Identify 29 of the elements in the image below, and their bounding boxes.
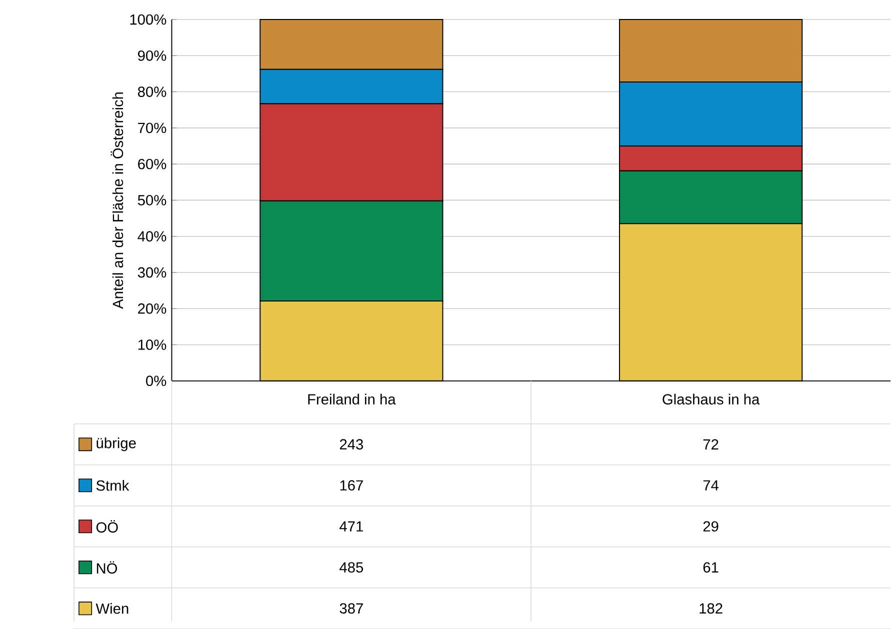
x-tick-label: Glashaus in ha [662, 394, 760, 404]
text: 182 [700, 603, 722, 614]
y-axis-title: Anteil an der Fläche in Österreich [110, 92, 124, 309]
legend-label: Stmk [96, 480, 130, 491]
text: 74 [703, 480, 719, 490]
y-tick-label: 0% [146, 376, 166, 386]
text: 471 [340, 521, 363, 532]
y-tick-label: 30% [138, 267, 166, 278]
y-tick-label: 80% [138, 86, 166, 97]
text: 167 [340, 480, 363, 490]
x-tick-label: Freiland in ha [308, 394, 396, 404]
y-tick-label: 20% [138, 303, 166, 314]
legend-label: Wien [96, 602, 128, 614]
text: 387 [340, 603, 363, 614]
y-tick-label: 70% [138, 122, 166, 133]
text: 72 [703, 439, 718, 450]
legend-label: OÖ [96, 520, 118, 532]
y-tick-label: 50% [138, 194, 166, 206]
text: 243 [340, 439, 363, 450]
y-tick-label: 40% [138, 230, 166, 242]
legend-label: NÖ [96, 561, 118, 574]
text: 61 [703, 562, 718, 572]
text: 29 [703, 521, 718, 532]
y-tick-label: 60% [138, 158, 166, 170]
legend-label: übrige [96, 437, 136, 452]
y-tick-label: 10% [138, 339, 166, 350]
y-tick-label: 90% [138, 50, 166, 61]
text: 485 [340, 562, 364, 572]
y-tick-label: 100% [130, 14, 166, 25]
